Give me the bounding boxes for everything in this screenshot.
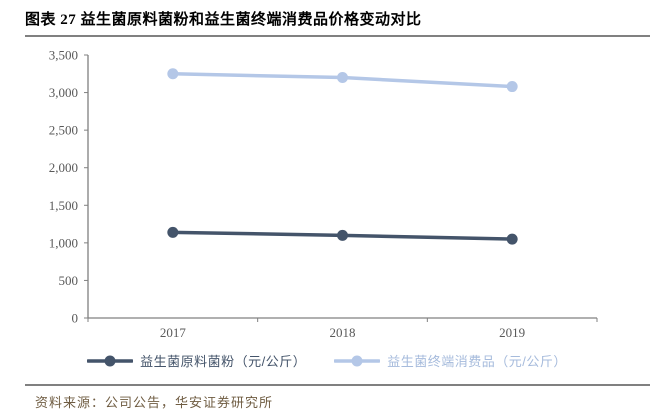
title-divider [25, 35, 650, 37]
legend-label-raw-material-powder: 益生菌原料菌粉（元/公斤） [140, 354, 307, 369]
svg-text:2017: 2017 [160, 325, 187, 340]
source-note: 资料来源：公司公告，华安证券研究所 [35, 395, 274, 410]
svg-text:500: 500 [59, 273, 79, 288]
svg-text:2018: 2018 [330, 325, 356, 340]
legend-item-raw-material-powder: 益生菌原料菌粉（元/公斤） [87, 351, 306, 370]
svg-text:2,000: 2,000 [49, 160, 78, 175]
svg-text:2,500: 2,500 [49, 123, 78, 138]
legend-marker-raw-material-powder [87, 355, 134, 366]
svg-text:2019: 2019 [499, 325, 525, 340]
legend-marker-end-consumer-product [334, 355, 381, 366]
svg-text:3,500: 3,500 [49, 48, 78, 63]
svg-text:1,000: 1,000 [49, 235, 78, 250]
chart-legend: 益生菌原料菌粉（元/公斤） 益生菌终端消费品（元/公斤） [0, 351, 654, 370]
footer-divider [25, 384, 650, 386]
figure-title: 图表 27 益生菌原料菌粉和益生菌终端消费品价格变动对比 [25, 12, 422, 28]
price-comparison-line-chart: 0 500 1,000 1,500 2,000 2,500 3,000 3,500 2017 20… [49, 48, 598, 340]
svg-text:3,000: 3,000 [49, 85, 78, 100]
svg-text:0: 0 [72, 311, 79, 326]
legend-label-end-consumer-product: 益生菌终端消费品（元/公斤） [387, 354, 567, 369]
legend-item-end-consumer-product: 益生菌终端消费品（元/公斤） [334, 351, 567, 370]
svg-text:1,500: 1,500 [49, 198, 78, 213]
